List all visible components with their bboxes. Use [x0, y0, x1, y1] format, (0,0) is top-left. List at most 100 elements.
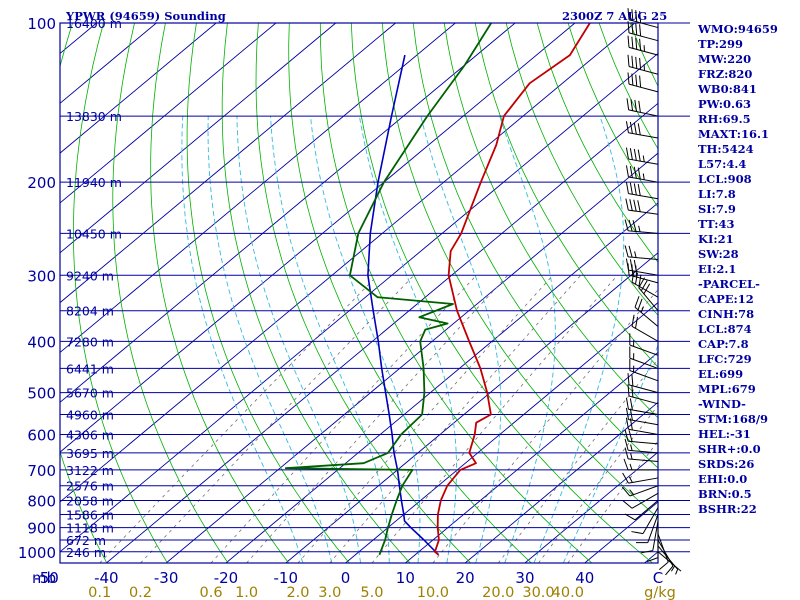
dry-adiabat-line	[186, 23, 350, 563]
wind-barb	[624, 438, 659, 454]
wind-barb-staff	[628, 19, 659, 29]
wind-barb	[627, 373, 659, 394]
isotherm-line	[60, 23, 277, 204]
isotherm-line	[405, 351, 658, 563]
height-label: 4960 m	[66, 408, 114, 423]
wind-barb-feather	[629, 199, 633, 211]
sounding-profiles	[284, 23, 591, 556]
index-line: TP:299	[698, 37, 744, 51]
wind-barb-staff	[628, 230, 659, 234]
height-label: 3122 m	[66, 463, 114, 478]
wind-barb	[625, 181, 659, 200]
wind-barb-feather	[627, 8, 630, 20]
wind-barb-feather	[625, 397, 629, 410]
index-line: HEL:-31	[698, 427, 751, 441]
wind-barb	[634, 296, 659, 327]
wind-barb-staff	[657, 539, 674, 567]
isotherm-line	[60, 23, 337, 254]
wind-barb-feather	[627, 54, 630, 67]
dry-adiabat-line	[381, 23, 658, 519]
height-label: 10450 m	[66, 226, 122, 241]
mixing-ratio-tick-label: 0.1	[88, 585, 111, 600]
mixing-ratio-line	[99, 275, 378, 563]
mixing-ratio-tick-label: 0.2	[129, 585, 152, 600]
wind-barb	[627, 35, 659, 56]
index-line: MAXT:16.1	[698, 127, 769, 141]
index-line: WB0:841	[698, 82, 757, 96]
moist-adiabat-line	[181, 116, 304, 563]
height-label: 5670 m	[66, 386, 114, 401]
wind-barb-feather	[627, 72, 630, 85]
pressure-tick-label: 900	[27, 520, 56, 538]
wind-barb-feather	[640, 280, 648, 292]
wind-barb-feather	[635, 23, 638, 36]
wind-barb-feather	[641, 550, 653, 554]
wind-barb-feather	[631, 36, 634, 49]
wind-barb-staff	[638, 287, 659, 312]
index-line: L57:4.4	[698, 157, 747, 171]
height-label: 7280 m	[66, 334, 114, 349]
wind-barb-feather	[629, 463, 633, 471]
wind-barb	[657, 551, 682, 575]
mixing-ratio-tick-label: 2.0	[286, 585, 309, 600]
index-line: SI:7.9	[698, 202, 736, 216]
isotherm-line	[285, 252, 658, 563]
wind-barb-staff	[657, 551, 682, 572]
wind-barb-feather	[629, 408, 633, 421]
isotherm-line	[60, 23, 396, 304]
wind-barb-feather	[628, 476, 633, 483]
wind-barb-staff	[631, 492, 659, 509]
dry-adiabat-line	[443, 23, 658, 419]
wind-barb-staff	[657, 533, 669, 563]
index-line: EI:2.1	[698, 262, 737, 276]
wind-barb	[625, 407, 659, 426]
wind-barb	[625, 147, 659, 165]
wind-barb-staff	[634, 500, 659, 521]
wind-barb-feather	[624, 513, 636, 521]
wind-barb-feather	[630, 452, 633, 460]
isotherm-line	[464, 401, 658, 563]
wind-barb-feather	[633, 199, 637, 212]
index-line: CINH:78	[698, 307, 755, 321]
height-label: 3695 m	[66, 446, 114, 461]
isotherm-line	[60, 23, 636, 503]
wind-barb-staff	[628, 449, 659, 454]
wind-barb-staff	[628, 83, 659, 93]
wind-barb-staff	[628, 193, 659, 200]
height-label: 16400 m	[66, 16, 122, 31]
wind-barb-feather	[631, 385, 634, 398]
temperature-tick-label: 0	[341, 569, 351, 587]
wind-barb-feather	[621, 486, 631, 497]
index-line: MPL:679	[698, 382, 756, 396]
moist-adiabat-line	[499, 115, 556, 563]
isotherm-line	[165, 152, 658, 563]
mixing-ratio-line	[497, 358, 658, 563]
wind-barb	[629, 358, 659, 382]
wind-barb-feather	[625, 147, 629, 160]
mixing-ratio-tick-label: 5.0	[360, 585, 383, 600]
pressure-tick-label: 600	[27, 426, 56, 444]
wind-barb	[624, 429, 659, 445]
parcel-trace	[367, 54, 440, 556]
dry-adiabat-line	[474, 23, 658, 368]
height-label: 11940 m	[66, 175, 122, 190]
wind-barb-feather	[643, 283, 651, 295]
wind-barb-feather	[635, 10, 638, 22]
index-line: MW:220	[698, 52, 752, 66]
wind-barb	[624, 245, 659, 260]
wind-barb-feather	[632, 220, 637, 232]
index-line: KI:21	[698, 232, 734, 246]
index-line: EHI:0.0	[698, 472, 748, 486]
wind-barb-staff	[647, 514, 659, 543]
wind-barb	[641, 521, 659, 554]
wind-barb-feather	[634, 296, 640, 308]
pressure-tick-label: 100	[27, 15, 56, 33]
wind-barb-feather	[675, 568, 679, 575]
index-line: PW:0.63	[698, 97, 752, 111]
height-label: 8204 m	[66, 304, 114, 319]
index-line: LFC:729	[698, 352, 752, 366]
wind-barb-feather	[628, 430, 633, 442]
wind-barb-feather	[633, 122, 637, 135]
dry-adiabat-line	[112, 23, 229, 563]
